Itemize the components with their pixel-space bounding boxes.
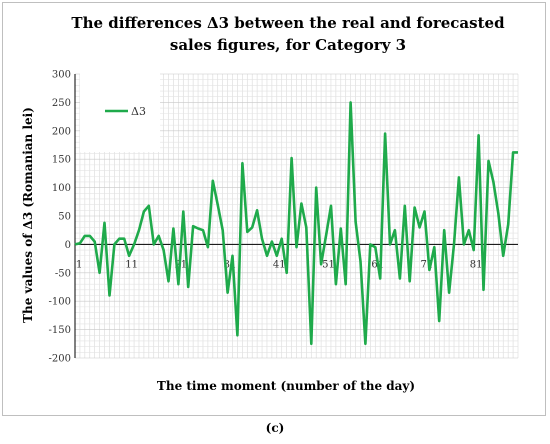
x-tick-label: 41 bbox=[273, 259, 286, 270]
chart-title-line2: sales figures, for Category 3 bbox=[170, 36, 406, 54]
x-tick-labels: 1 11 21 31 41 51 61 71 81 bbox=[76, 259, 483, 270]
legend-label-delta3: Δ3 bbox=[131, 105, 146, 118]
y-tick-label: -50 bbox=[55, 268, 71, 279]
x-tick-label: 1 bbox=[76, 259, 82, 270]
y-tick-label: 150 bbox=[52, 155, 71, 166]
y-tick-label: -200 bbox=[49, 354, 71, 365]
y-tick-label: 200 bbox=[52, 126, 71, 137]
x-tick-label: 71 bbox=[421, 259, 434, 270]
y-tick-label: 300 bbox=[52, 70, 71, 81]
y-tick-label: 250 bbox=[52, 98, 71, 109]
y-tick-label: -100 bbox=[49, 297, 71, 308]
legend: Δ3 bbox=[80, 70, 160, 152]
y-tick-label: -150 bbox=[49, 325, 71, 336]
y-axis-label: The values of Δ3 (Romanian lei) bbox=[21, 107, 35, 323]
chart-title-line1: The differences Δ3 between the real and … bbox=[71, 14, 505, 32]
x-tick-label: 11 bbox=[125, 259, 138, 270]
figure-caption: (c) bbox=[266, 421, 285, 435]
y-tick-labels: -200 -150 -100 -50 0 50 100 150 200 250 300 bbox=[49, 70, 71, 365]
x-tick-label: 81 bbox=[470, 259, 483, 270]
y-tick-label: 0 bbox=[65, 240, 71, 251]
y-tick-label: 50 bbox=[58, 212, 71, 223]
x-tick-label: 51 bbox=[322, 259, 335, 270]
x-axis-label: The time moment (number of the day) bbox=[157, 379, 415, 393]
y-tick-label: 100 bbox=[52, 183, 71, 194]
series-line-delta3 bbox=[74, 101, 518, 346]
